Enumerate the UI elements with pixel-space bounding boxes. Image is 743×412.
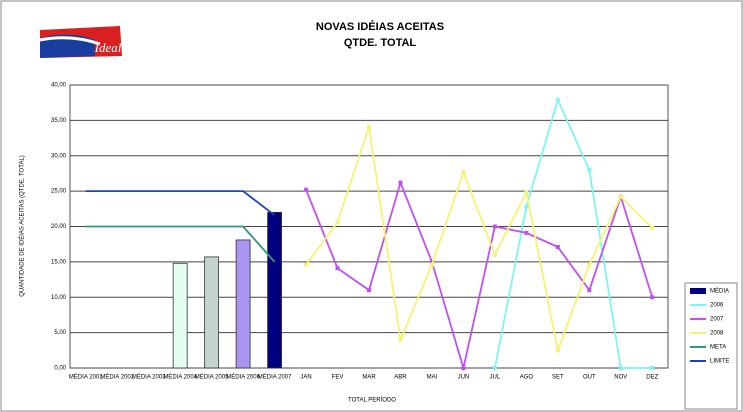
x-tick-label: ABR	[394, 375, 407, 381]
line-series	[305, 126, 653, 354]
point	[398, 337, 403, 342]
legend-label: LIMITE	[710, 359, 729, 365]
x-tick-label: MÉDIA 2003	[132, 374, 166, 381]
x-tick-label: MAI	[427, 375, 438, 381]
legend-swatch	[690, 288, 706, 294]
legend-label: 2006	[710, 303, 724, 309]
point	[650, 366, 655, 370]
point	[367, 124, 371, 129]
x-tick-label: NOV	[614, 375, 627, 381]
point	[555, 348, 560, 353]
x-tick-label: MÉDIA 2004	[163, 374, 197, 381]
x-tick-label: MÉDIA 2007	[258, 374, 292, 381]
x-tick-label: AGO	[520, 375, 534, 381]
x-tick-label: JUL	[490, 375, 501, 381]
line-series	[494, 97, 653, 369]
line-series	[85, 225, 276, 263]
point	[492, 252, 497, 257]
point	[524, 230, 529, 235]
point	[618, 366, 623, 370]
point	[335, 220, 340, 225]
x-axis-label: TOTAL PERÍODO	[348, 397, 396, 404]
point	[650, 295, 655, 300]
point	[304, 187, 309, 192]
point	[524, 190, 529, 195]
point	[335, 266, 340, 271]
point	[429, 262, 434, 267]
logo: Ideal	[39, 26, 122, 58]
line-series	[305, 179, 654, 372]
bar	[235, 239, 251, 369]
y-tick-label: 20,00	[51, 224, 67, 230]
legend-label: 2008	[710, 331, 724, 337]
x-tick-label: MÉDIA 2006	[226, 374, 260, 381]
x-tick-label: FEV	[332, 375, 344, 381]
bar	[172, 262, 188, 369]
x-tick-label: SET	[552, 375, 564, 381]
bar	[267, 211, 282, 369]
point	[618, 194, 623, 199]
line-series	[85, 190, 276, 216]
point	[492, 366, 497, 370]
y-tick-label: 15,00	[51, 259, 67, 265]
x-tick-label: OUT	[583, 375, 596, 381]
chart-subtitle: QTDE. TOTAL	[344, 37, 417, 49]
y-axis-label: QUANTIDADE DE IDÉIAS ACEITAS (QTDE. TOTA…	[19, 155, 26, 297]
legend-label: META	[710, 345, 726, 351]
legend-label: 2007	[710, 317, 724, 323]
bar	[204, 256, 220, 369]
point	[304, 262, 309, 267]
y-tick-label: 10,00	[51, 295, 67, 301]
point	[461, 366, 466, 370]
logo-text: Ideal	[94, 40, 122, 55]
point	[429, 259, 434, 264]
point	[461, 170, 466, 175]
point	[367, 288, 371, 293]
x-tick-label: MAR	[362, 375, 376, 381]
legend-label: MÉDIA	[710, 288, 729, 295]
y-tick-label: 0,00	[54, 366, 66, 372]
chart-title: NOVAS IDÉIAS ACEITAS	[316, 20, 444, 33]
x-tick-label: MÉDIA 2001	[69, 374, 103, 381]
point	[555, 245, 560, 250]
y-tick-label: 40,00	[51, 83, 67, 89]
y-tick-label: 25,00	[51, 189, 67, 195]
point	[587, 288, 592, 293]
x-tick-label: MÉDIA 2002	[100, 374, 134, 381]
y-tick-label: 30,00	[51, 153, 67, 159]
point	[555, 97, 560, 102]
point	[492, 224, 497, 229]
x-tick-label: JUN	[458, 375, 470, 381]
x-tick-label: DEZ	[646, 375, 658, 381]
point	[524, 204, 529, 209]
x-tick-label: JAN	[300, 375, 311, 381]
point	[650, 225, 655, 230]
y-tick-label: 35,00	[51, 118, 67, 124]
point	[587, 262, 592, 267]
point	[587, 167, 592, 172]
point	[398, 180, 403, 185]
x-tick-label: MÉDIA 2005	[195, 374, 229, 381]
y-tick-label: 5,00	[54, 330, 66, 336]
